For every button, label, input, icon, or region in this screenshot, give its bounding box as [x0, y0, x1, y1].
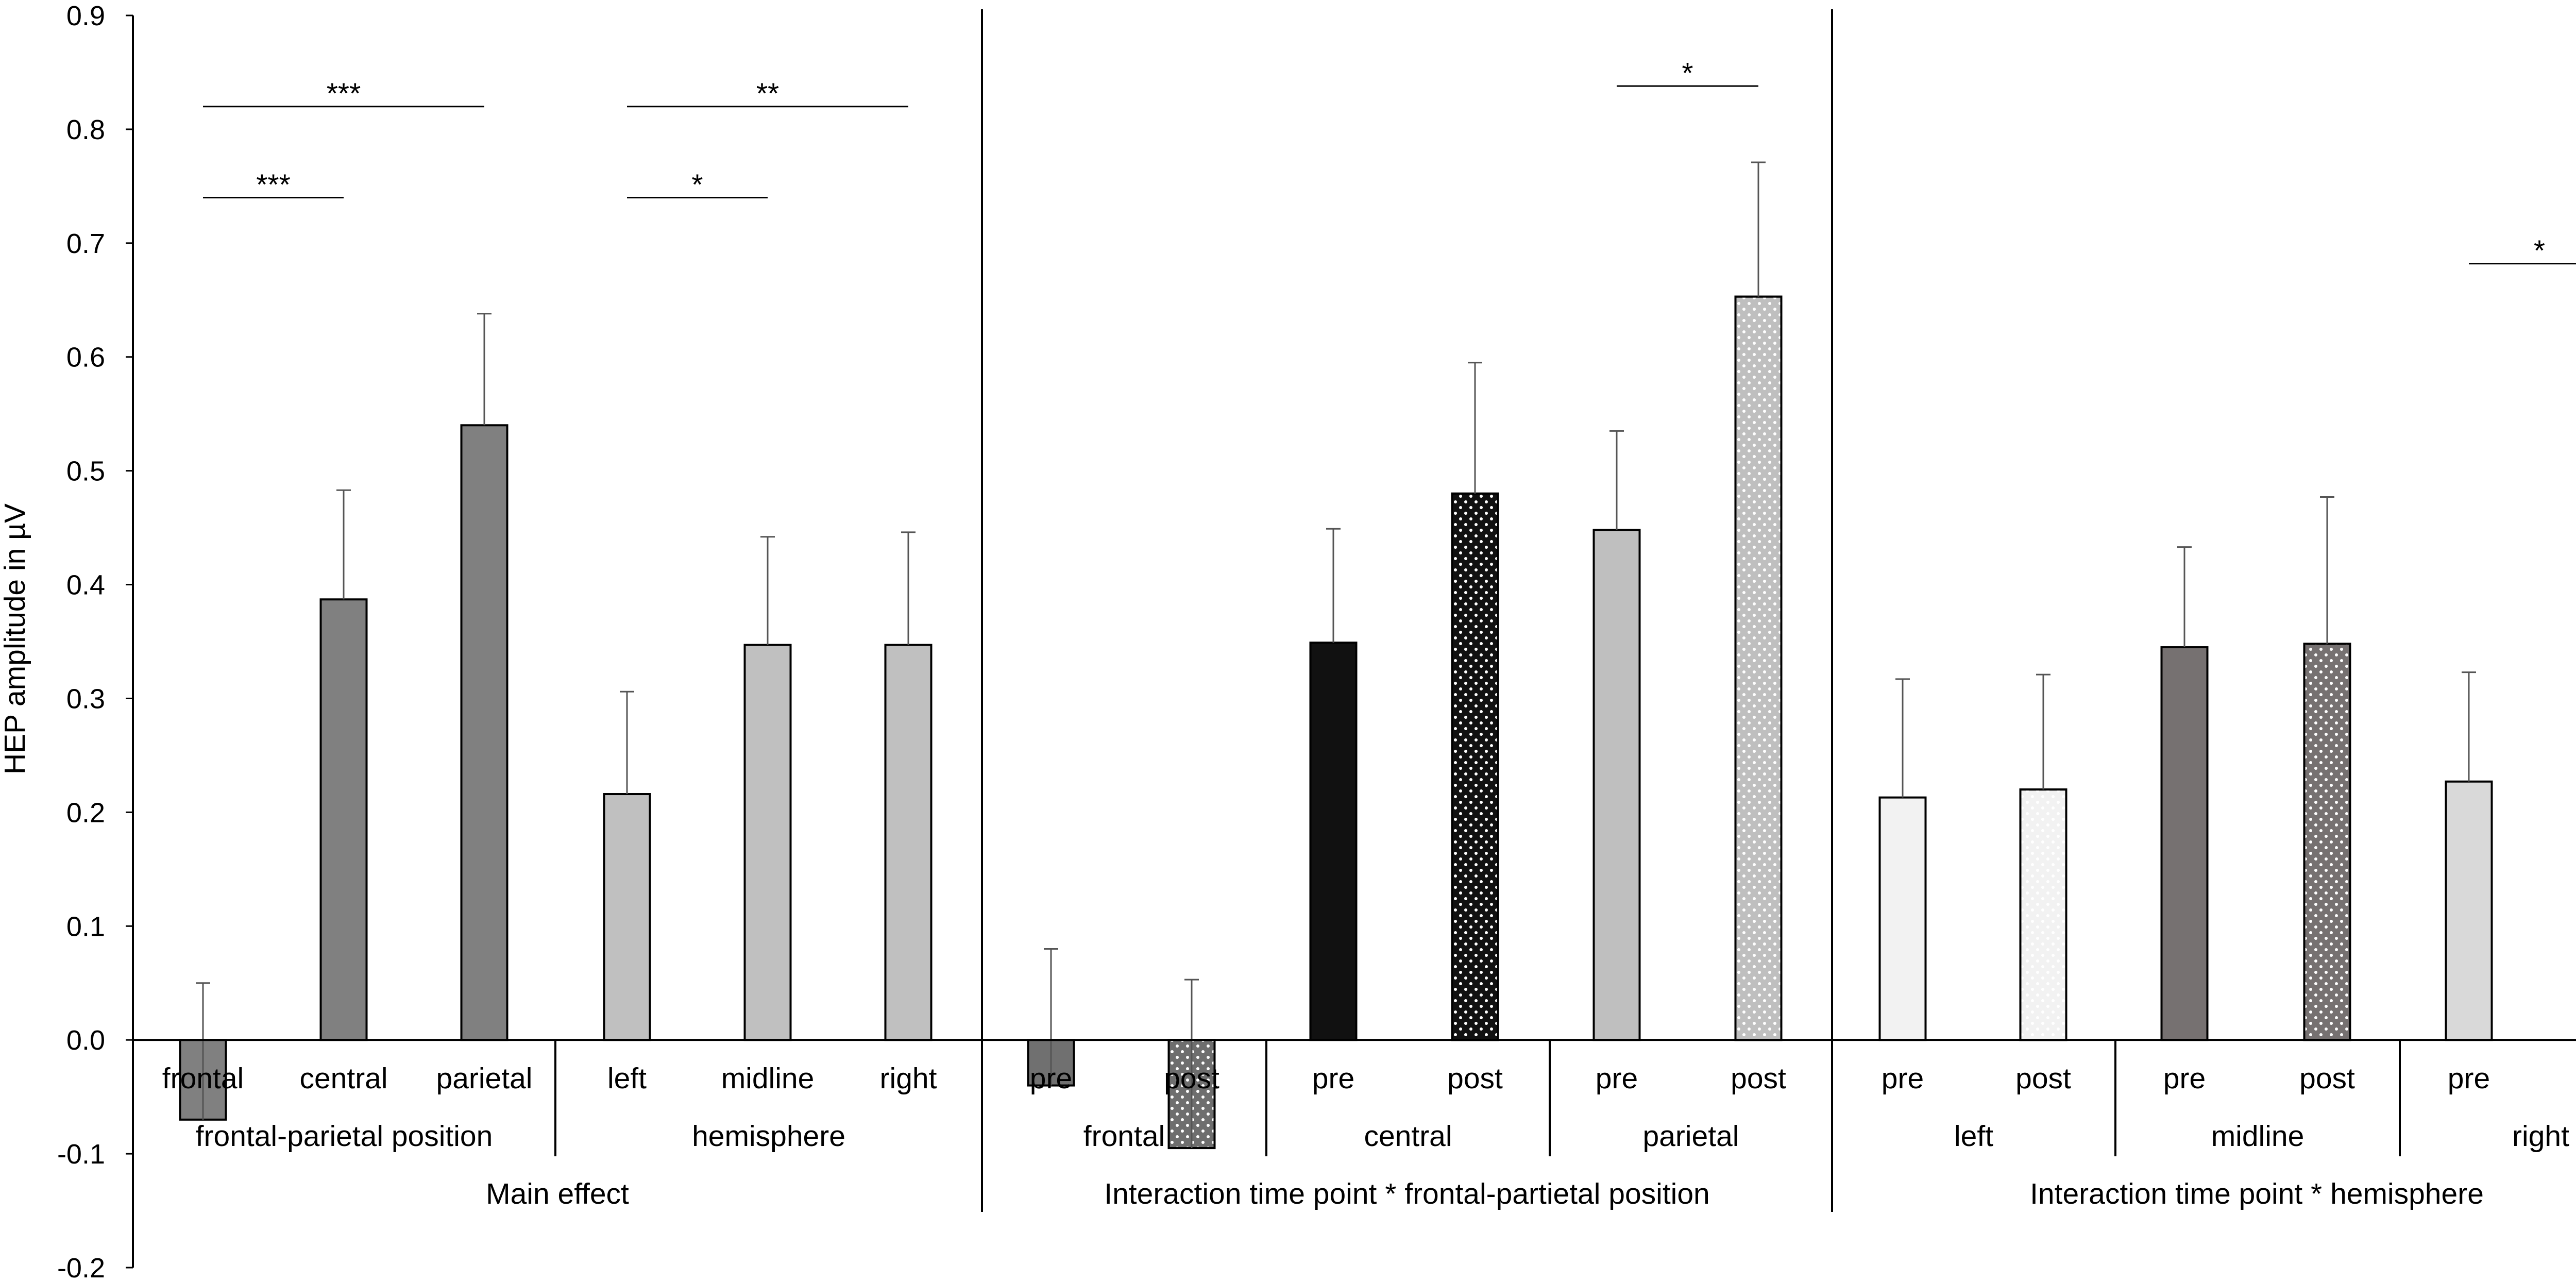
group-label: midline [2211, 1120, 2304, 1153]
y-tick-label: 0.8 [66, 114, 105, 145]
category-label: right [880, 1062, 937, 1095]
bar-pattern [1734, 295, 1783, 1041]
y-tick-label: -0.2 [57, 1253, 105, 1281]
bar [1592, 529, 1641, 1041]
category-label: post [2299, 1062, 2355, 1095]
axes-layer [126, 9, 2576, 1269]
bar [603, 793, 651, 1041]
group-label: parietal [1643, 1120, 1739, 1153]
section-label: Main effect [486, 1177, 629, 1210]
section-label: Interaction time point * hemisphere [2030, 1177, 2484, 1210]
category-label: frontal [162, 1062, 244, 1095]
category-label: pre [1312, 1062, 1354, 1095]
category-label: post [1447, 1062, 1503, 1095]
section-label: Interaction time point * frontal-partiet… [1104, 1177, 1709, 1210]
significance-label: * [691, 168, 703, 201]
y-tick-label: 0.3 [66, 683, 105, 714]
group-label: left [1954, 1120, 1993, 1153]
y-tick-label: 0.6 [66, 342, 105, 373]
bar-pattern [2019, 788, 2067, 1041]
significance-label: ** [756, 77, 779, 110]
y-axis-title: HEP amplitude in µV [0, 503, 31, 774]
bar [1309, 642, 1358, 1041]
y-tick-label: 0.7 [66, 228, 105, 259]
significance-label: *** [256, 168, 291, 201]
category-label: post [1731, 1062, 1786, 1095]
y-tick-label: 0.9 [66, 1, 105, 31]
category-label: pre [1882, 1062, 1924, 1095]
category-label: midline [721, 1062, 815, 1095]
category-label: post [1164, 1062, 1219, 1095]
category-label: left [607, 1062, 647, 1095]
category-label: pre [1596, 1062, 1638, 1095]
bar-pattern [1451, 492, 1499, 1041]
y-tick-label: 0.5 [66, 456, 105, 487]
category-label: pre [1030, 1062, 1072, 1095]
significance-label: * [1682, 57, 1693, 90]
bar [884, 644, 933, 1041]
bar [1878, 796, 1927, 1041]
category-label: pre [2448, 1062, 2490, 1095]
y-tick-label: 0.4 [66, 570, 105, 601]
category-label: pre [2163, 1062, 2206, 1095]
y-tick-label: 0.0 [66, 1025, 105, 1056]
bar [319, 598, 368, 1041]
group-label: central [1364, 1120, 1452, 1153]
bar [2160, 646, 2209, 1041]
group-label: frontal-parietal position [196, 1120, 493, 1153]
bar [743, 644, 792, 1041]
category-label: parietal [436, 1062, 533, 1095]
y-tick-label: 0.1 [66, 911, 105, 942]
group-label: frontal [1083, 1120, 1165, 1153]
group-label: right [2512, 1120, 2569, 1153]
bars-layer [179, 161, 2493, 1150]
y-tick-label: -0.1 [57, 1139, 105, 1170]
category-label: post [2015, 1062, 2071, 1095]
bar-pattern [2303, 643, 2351, 1041]
significance-label: * [2534, 234, 2545, 267]
y-tick-label: 0.2 [66, 797, 105, 828]
category-label: central [299, 1062, 387, 1095]
labels-layer: -0.2 -0.1 0.0 0.1 0.2 0.3 0.4 0.5 0.6 0.7 0.8 0.9 Ma… [57, 1, 2576, 1281]
significance-label: *** [327, 77, 361, 110]
bar [460, 424, 509, 1041]
group-label: hemisphere [692, 1120, 845, 1153]
bar [2445, 780, 2493, 1041]
